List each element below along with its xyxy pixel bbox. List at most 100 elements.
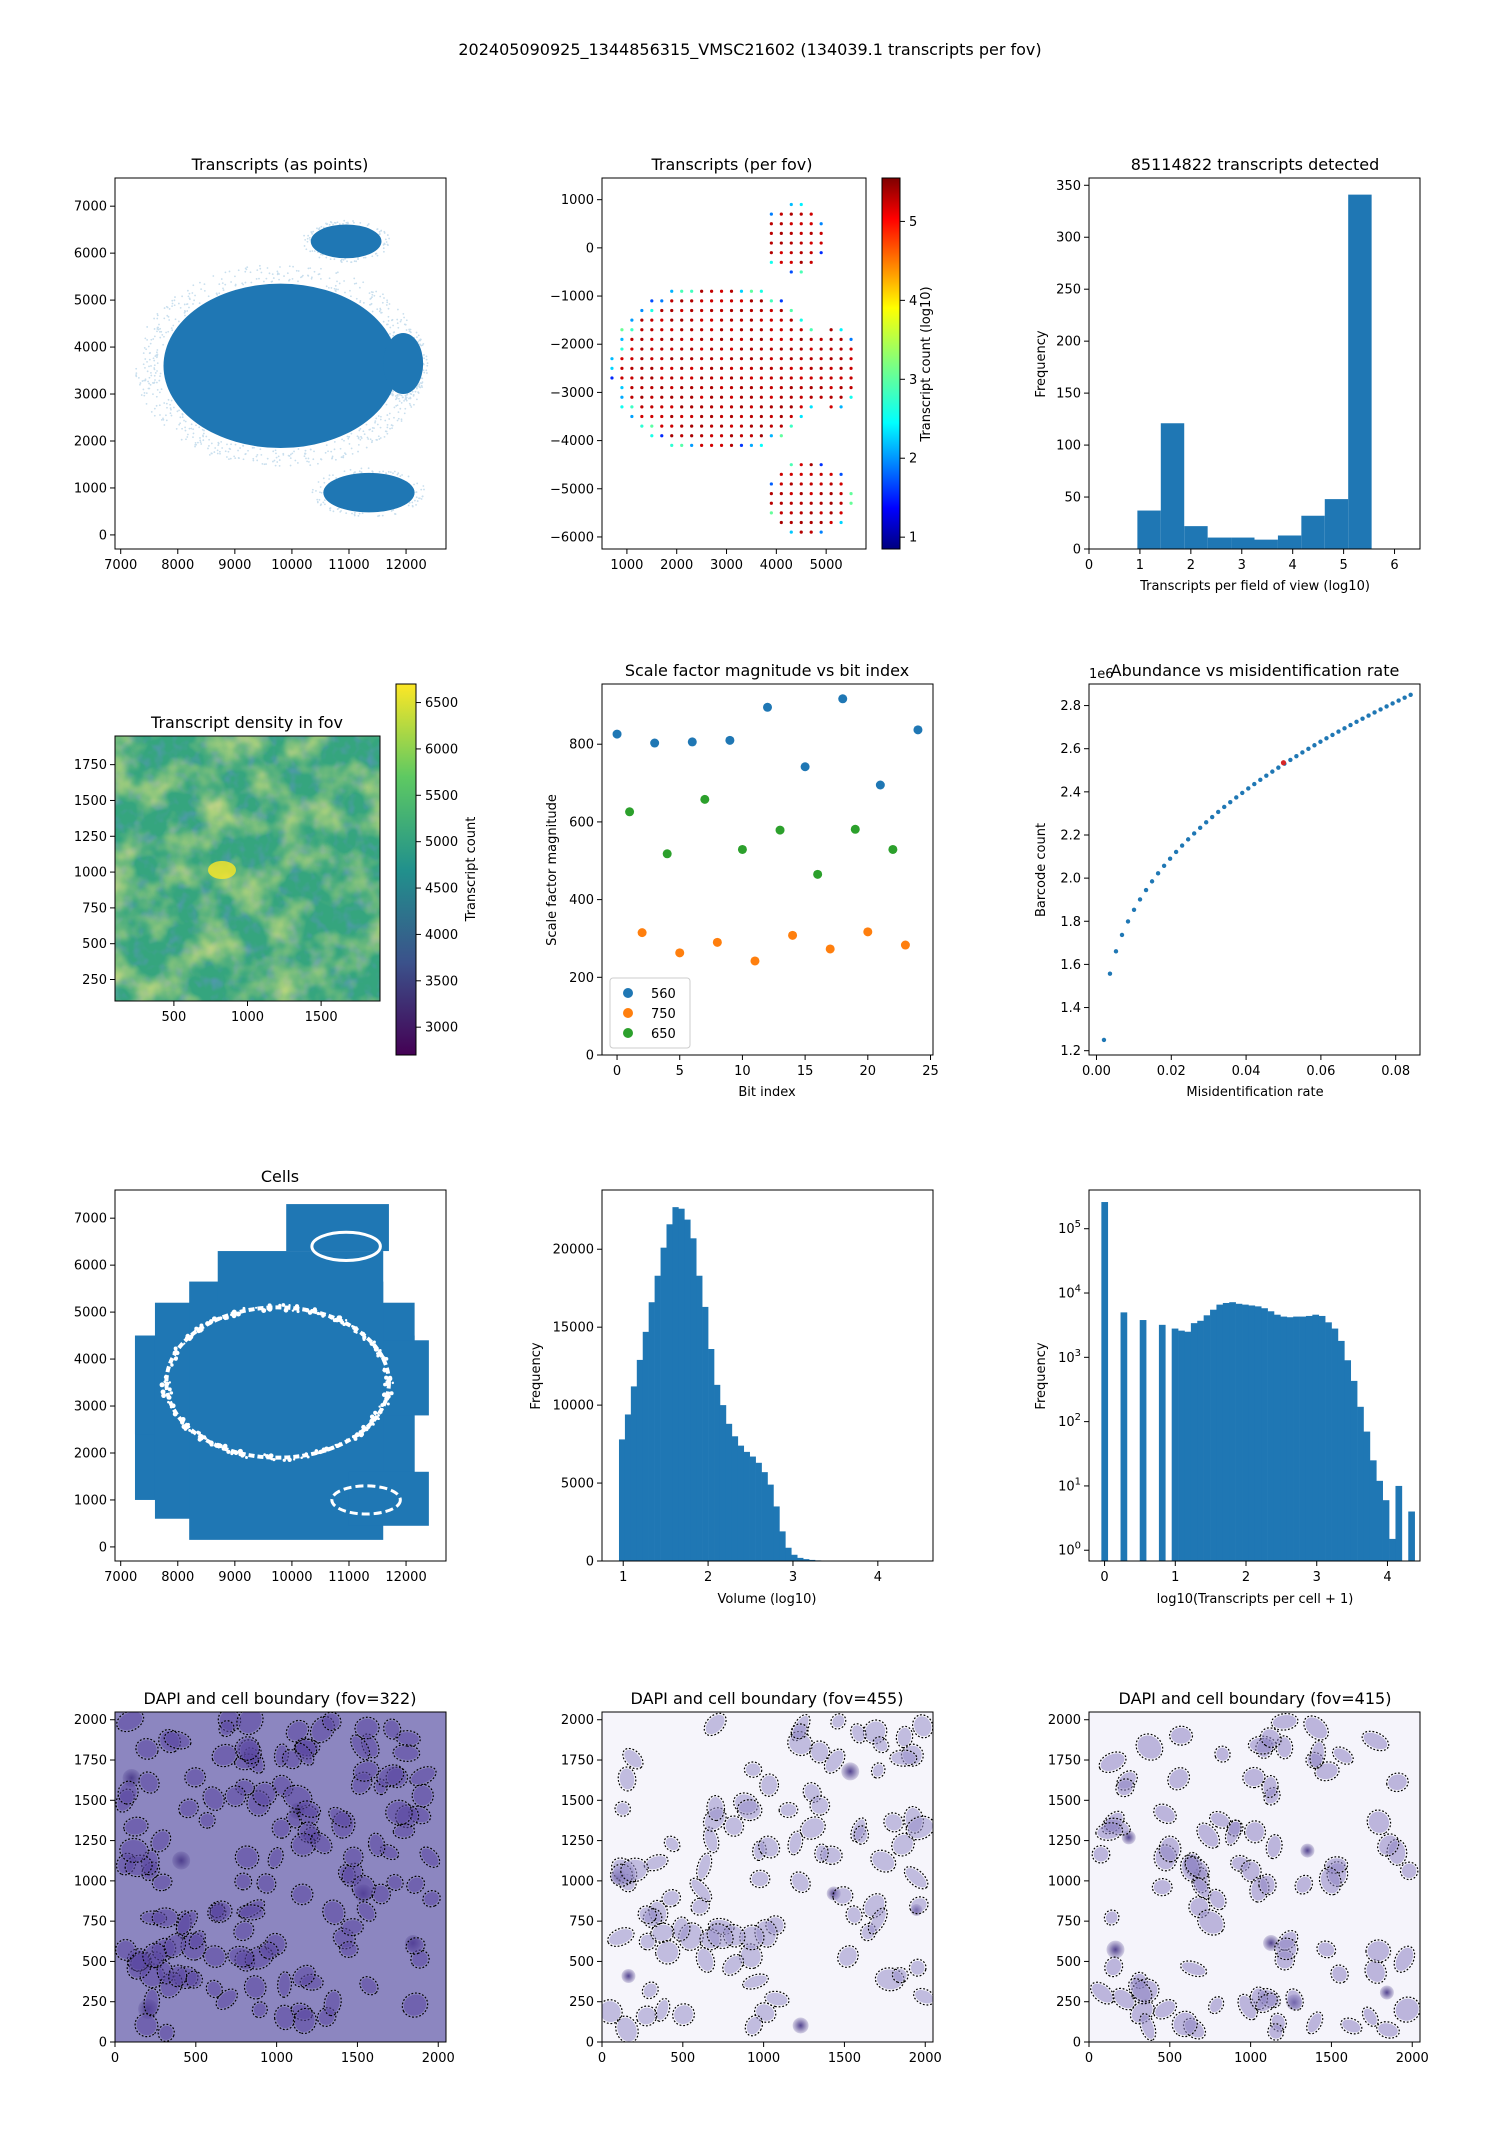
- transcript-point: [201, 428, 204, 431]
- abundance-point: [1191, 831, 1197, 836]
- legend-marker-750: [623, 1008, 633, 1018]
- transcript-point: [367, 223, 370, 225]
- transcript-point: [163, 335, 165, 338]
- transcript-point: [208, 445, 210, 447]
- fov-point: [789, 376, 793, 380]
- transcript-point: [377, 435, 380, 438]
- fov-point: [690, 299, 694, 303]
- transcript-point: [399, 407, 402, 410]
- y-tick-label: 3000: [74, 388, 107, 403]
- fov-point: [769, 405, 773, 409]
- histogram-bar: [755, 1462, 762, 1561]
- x-tick-label: 7000: [104, 558, 137, 573]
- transcript-point: [234, 275, 236, 278]
- tissue-gap-point: [391, 1381, 395, 1385]
- fov-point: [660, 434, 664, 438]
- cell-boundary: [850, 1817, 868, 1843]
- fov-point: [759, 337, 763, 342]
- tissue-gap-point: [386, 1402, 390, 1406]
- cell-boundary: [180, 1932, 207, 1961]
- fov-point: [660, 405, 664, 409]
- nucleus: [692, 1899, 708, 1914]
- nucleus: [236, 1738, 258, 1759]
- transcript-point: [374, 421, 376, 424]
- transcript-point: [272, 277, 275, 279]
- fov-point: [670, 366, 674, 370]
- y-tick-label: 2.0: [1060, 872, 1081, 887]
- transcript-point: [332, 474, 334, 476]
- tissue-gap-point: [380, 1408, 384, 1411]
- histogram-bar: [1222, 1302, 1230, 1561]
- fov-point: [829, 347, 833, 351]
- cell-boundary: [134, 2013, 159, 2038]
- y-tick-label: 2.6: [1060, 742, 1081, 757]
- cell-boundary: [609, 1863, 634, 1887]
- abundance-point: [1306, 746, 1311, 752]
- transcript-point: [385, 403, 388, 406]
- transcript-point: [383, 250, 385, 253]
- nucleus: [260, 1943, 277, 1958]
- fov-point: [779, 357, 783, 361]
- cell-boundary: [1091, 1845, 1111, 1864]
- abundance-point: [1107, 971, 1113, 976]
- transcript-point: [332, 510, 335, 513]
- transcript-point: [144, 378, 147, 381]
- tissue-gap-point: [377, 1414, 380, 1417]
- cell-boundary: [395, 1730, 421, 1747]
- fov-point: [729, 434, 734, 438]
- transcript-point: [364, 256, 367, 259]
- nucleus: [353, 1876, 374, 1899]
- nucleus: [643, 1983, 657, 1998]
- tissue-gap-point: [373, 1410, 378, 1415]
- tissue-gap-point: [384, 1375, 389, 1380]
- transcript-point: [410, 331, 412, 334]
- nucleus: [324, 1713, 340, 1729]
- transcript-point: [289, 457, 292, 460]
- histogram-bar: [1235, 1303, 1243, 1561]
- x-tick-label: 0.00: [1082, 1064, 1111, 1079]
- transcript-point: [403, 412, 406, 415]
- fov-point: [799, 395, 803, 399]
- fov-point: [670, 289, 674, 293]
- fov-point: [650, 357, 654, 361]
- transcript-point: [375, 290, 378, 293]
- fov-point: [650, 395, 654, 399]
- transcript-point: [329, 507, 332, 509]
- fov-point: [799, 414, 803, 419]
- transcript-point: [423, 354, 425, 356]
- fov-point: [819, 347, 823, 351]
- fov-point: [719, 318, 724, 322]
- transcript-point: [332, 223, 334, 226]
- transcript-point: [392, 472, 394, 475]
- transcript-point: [174, 318, 177, 321]
- transcript-point: [156, 353, 159, 356]
- fov-point: [630, 357, 634, 361]
- cell-boundary: [371, 1883, 391, 1905]
- transcript-point: [319, 253, 322, 256]
- fov-point: [759, 318, 763, 322]
- transcript-point: [275, 452, 277, 455]
- fov-point: [620, 328, 624, 332]
- transcript-point: [335, 272, 338, 274]
- transcript-point: [394, 513, 397, 515]
- cell-boundary: [351, 1874, 376, 1901]
- fov-point: [849, 501, 853, 505]
- cell-boundary: [1386, 1838, 1408, 1866]
- fov-point: [739, 434, 744, 438]
- fov-point: [700, 395, 704, 399]
- transcript-point: [276, 273, 279, 276]
- fov-point: [739, 357, 744, 361]
- histogram-bar: [1325, 1322, 1332, 1561]
- nucleus: [158, 1962, 172, 1983]
- tissue-gap-point: [200, 1434, 204, 1438]
- cell-boundary: [157, 2023, 175, 2042]
- y-tick-label: 4000: [74, 341, 107, 356]
- transcript-point: [384, 419, 387, 422]
- cell-boundary: [163, 1730, 192, 1750]
- transcript-point: [258, 264, 261, 267]
- transcript-point: [163, 424, 166, 426]
- transcript-point: [417, 392, 420, 394]
- nucleus: [284, 1786, 311, 1808]
